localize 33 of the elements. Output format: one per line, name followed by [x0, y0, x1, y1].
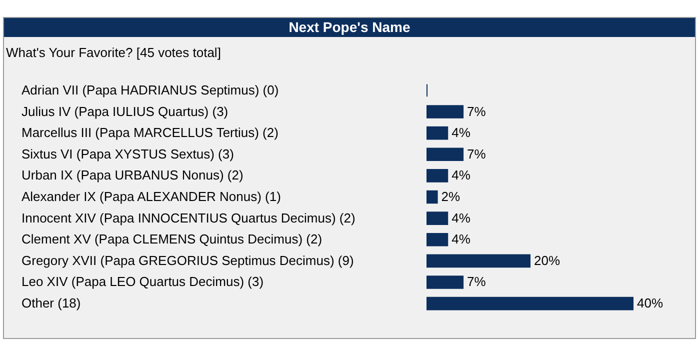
y-tick-label: Marcellus III (Papa MARCELLUS Tertius) (2)	[22, 125, 278, 140]
y-tick-label: Adrian VII (Papa HADRIANUS Septimus) (0)	[22, 82, 279, 98]
bar	[426, 169, 448, 182]
bar	[426, 126, 448, 140]
bar	[426, 254, 530, 268]
bar	[426, 276, 464, 289]
data-label: 7%	[467, 146, 486, 162]
y-tick-label: Urban IX (Papa URBANUS Nonus) (2)	[22, 168, 244, 183]
y-tick-label: Sixtus VI (Papa XYSTUS Sextus) (3)	[22, 146, 234, 162]
data-label: 4%	[452, 210, 471, 226]
bar	[426, 232, 448, 246]
bar	[426, 190, 438, 204]
y-tick-label: Clement XV (Papa CLEMENS Quintus Decimus) (2)	[22, 232, 322, 247]
data-label: 4%	[452, 168, 471, 183]
data-label: 2%	[441, 189, 461, 204]
y-tick-label: Julius IV (Papa IULIUS Quartus) (3)	[22, 104, 228, 119]
bar	[426, 105, 464, 118]
y-tick-label: Other (18)	[22, 296, 81, 311]
y-tick-label: Gregory XVII (Papa GREGORIUS Septimus Decimus) (9)	[22, 252, 354, 268]
data-label: 4%	[452, 125, 471, 140]
bar	[426, 148, 464, 162]
bar	[426, 296, 634, 310]
chart-title: Next Pope's Name	[4, 18, 695, 37]
data-label: 7%	[467, 274, 486, 290]
data-label: 7%	[467, 104, 486, 119]
y-tick-label: Alexander IX (Papa ALEXANDER Nonus) (1)	[22, 189, 281, 204]
bar	[426, 212, 448, 225]
data-label: 4%	[452, 232, 471, 247]
data-label: 20%	[534, 252, 560, 268]
y-tick-label: Innocent XIV (Papa INNOCENTIUS Quartus Decimus) (2)	[22, 210, 356, 226]
text: What's Your Favorite? [45 votes total]	[6, 45, 221, 60]
y-tick-label: Leo XIV (Papa LEO Quartus Decimus) (3)	[22, 274, 264, 290]
data-label: 40%	[637, 296, 664, 311]
